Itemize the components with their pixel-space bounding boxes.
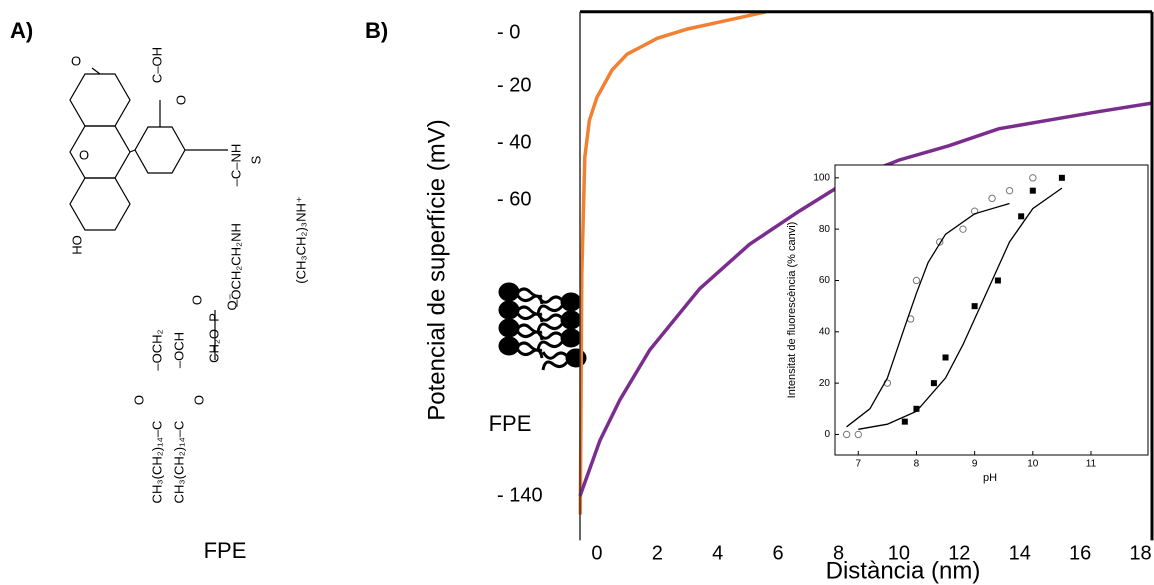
atom-label: HO: [69, 235, 84, 255]
y-tick-label: - 40: [497, 131, 531, 153]
lipid-tails: [516, 287, 544, 359]
atom-label: –OCH: [171, 332, 186, 368]
atom-label: S: [248, 155, 263, 164]
data-point: [1029, 174, 1037, 182]
y-tick-label: - 0: [497, 21, 520, 43]
lipid-head: [560, 328, 582, 348]
atom-label: O: [79, 147, 89, 162]
x-tick-label: 10: [1027, 459, 1039, 470]
y-tick-label: 20: [819, 378, 831, 389]
data-point: [1058, 174, 1065, 181]
data-point: [854, 430, 862, 439]
x-tick-label: 7: [855, 459, 861, 470]
data-point: [971, 303, 978, 310]
x-tick-label: 8: [914, 459, 920, 470]
x-axis-label: Distància (nm): [826, 557, 981, 584]
curve: [578, 101, 1153, 497]
y-tick-label: - 60: [497, 188, 531, 210]
x-tick-label: 14: [1009, 543, 1031, 565]
atom-label: –C–NH: [228, 144, 243, 187]
atom-label: CH₃(CH₂)₁₄–C: [171, 421, 186, 504]
y-tick-label: - 140: [497, 484, 543, 506]
atom-label: O: [191, 395, 206, 405]
x-tick-label: 0: [591, 543, 602, 565]
structure-caption: FPE: [204, 538, 247, 563]
atom-label: O: [71, 53, 81, 68]
atom-label: –OCH₂CH₂NH: [228, 223, 243, 307]
y-axis-label: Intensitat de fluorescència (% canvi): [786, 222, 798, 399]
atom-label: (CH₃CH₂)₃NH⁺: [293, 196, 308, 283]
membrane-label: FPE: [489, 411, 532, 436]
panel-label: B): [365, 18, 388, 43]
atom-label: CH₂O–P: [206, 313, 221, 363]
y-tick-label: 80: [819, 224, 831, 235]
x-tick-label: 16: [1069, 543, 1091, 565]
lipid-head: [560, 292, 582, 312]
bond: [91, 67, 101, 75]
y-tick-label: 60: [819, 275, 831, 286]
fit-curve: [858, 187, 1063, 430]
atom-label: O: [189, 295, 204, 305]
ring: [134, 126, 186, 174]
inset-background: [834, 164, 1149, 456]
data-point: [942, 354, 949, 361]
y-tick-label: 100: [813, 172, 830, 183]
x-tick-label: 10: [888, 543, 910, 565]
data-point: [901, 418, 908, 425]
y-tick-label: 0: [824, 429, 830, 440]
x-tick-label: 12: [948, 543, 970, 565]
lipid-head: [560, 310, 582, 330]
data-point: [930, 380, 937, 387]
atom-label: O: [173, 95, 188, 105]
ring: [69, 177, 131, 231]
data-point: [913, 405, 920, 412]
atom-label: C–OH: [149, 47, 164, 83]
atom-label: O⁻: [224, 294, 239, 311]
data-point: [1018, 213, 1025, 220]
membrane-sketch: [498, 282, 587, 371]
data-point: [988, 194, 996, 203]
ring: [69, 73, 131, 127]
x-tick-label: 2: [652, 543, 663, 565]
fit-curve: [846, 202, 1010, 428]
data-point: [1029, 187, 1036, 194]
x-tick-label: 6: [773, 543, 784, 565]
y-tick-label: 40: [819, 326, 831, 337]
lipid-head: [498, 318, 520, 338]
atom-label: CH₃(CH₂)₁₄–C: [149, 421, 164, 504]
data-point: [912, 276, 921, 285]
x-tick-label: 11: [1086, 459, 1097, 470]
curve: [578, 10, 767, 515]
lipid-head: [498, 282, 520, 302]
x-tick-label: 9: [972, 459, 978, 470]
x-tick-label: 18: [1129, 543, 1151, 565]
atom-label: –OCH₂: [149, 329, 164, 370]
data-point: [994, 277, 1001, 284]
lipid-tails: [536, 295, 569, 371]
lipid-head: [498, 300, 520, 320]
y-tick-label: - 20: [497, 74, 531, 96]
atom-label: O: [131, 395, 146, 405]
x-tick-label: 8: [833, 543, 844, 565]
data-point: [1005, 186, 1014, 195]
bond: [129, 149, 136, 153]
x-axis-label: pH: [983, 472, 997, 484]
y-axis-label: Potencial de superfície (mV): [423, 119, 450, 420]
panel-label: A): [10, 18, 33, 43]
x-tick-label: 4: [712, 543, 723, 565]
lipid-head: [498, 336, 520, 356]
data-point: [842, 430, 851, 439]
data-point: [959, 225, 967, 233]
